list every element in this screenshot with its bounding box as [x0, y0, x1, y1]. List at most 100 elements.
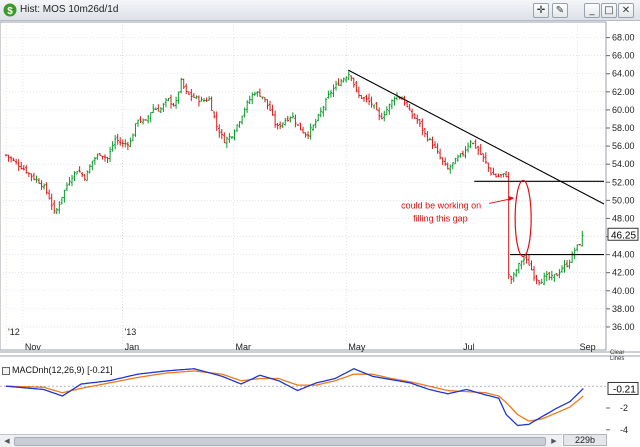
ohlc-bar — [195, 95, 198, 100]
ohlc-bar — [461, 150, 465, 157]
ohlc-bar — [487, 162, 490, 173]
ohlc-bar — [253, 91, 256, 96]
window-title: Hist: MOS 10m26d/1d — [20, 4, 119, 15]
scroll-thumb[interactable] — [14, 437, 546, 446]
ohlc-bar — [306, 131, 310, 140]
ohlc-bar — [30, 173, 33, 182]
ohlc-bar — [268, 100, 272, 111]
ohlc-bar — [479, 143, 482, 155]
ohlc-bar — [291, 112, 295, 119]
ohlc-bar — [215, 111, 218, 132]
horizontal-scrollbar[interactable]: ◀ ▶ — [0, 434, 562, 447]
scroll-right-icon[interactable]: ▶ — [551, 437, 557, 445]
ohlc-bar — [182, 78, 185, 89]
ohlc-bar — [58, 201, 61, 214]
ohlc-bar — [446, 162, 449, 170]
ohlc-bar — [235, 124, 239, 132]
ohlc-bar — [86, 170, 89, 182]
ohlc-bar — [68, 176, 71, 186]
ohlc-bar — [83, 174, 86, 181]
minimize-button[interactable]: _ — [584, 3, 600, 18]
ohlc-bar — [530, 260, 533, 271]
ohlc-bar — [284, 118, 287, 126]
ohlc-bar — [535, 274, 538, 285]
ohlc-bar — [532, 265, 536, 281]
ohlc-bar — [144, 119, 147, 121]
title-bar[interactable]: $ Hist: MOS 10m26d/1d ✛ ✎ _ □ ✕ — [0, 0, 640, 21]
time-axis: '12 Nov '13 Jan Mar May Jul Sep — [8, 327, 596, 352]
ohlc-bar — [50, 193, 53, 210]
macd-legend-value: [-0.21] — [87, 365, 113, 375]
ohlc-bar — [431, 136, 434, 149]
price-tick-label: 62.00 — [612, 87, 635, 97]
price-tick-label: 54.00 — [612, 159, 635, 169]
ohlc-bar — [25, 165, 28, 174]
ohlc-bar — [91, 160, 94, 171]
ohlc-bar — [311, 124, 315, 132]
ohlc-bar — [494, 173, 498, 178]
ohlc-bar — [413, 113, 416, 120]
dollar-sign-icon: $ — [3, 3, 17, 17]
macd-legend[interactable]: MACDnh(12,26,9) [-0.21] — [2, 365, 113, 375]
ohlc-bar — [520, 260, 523, 270]
ohlc-bar — [169, 94, 173, 109]
ohlc-bar — [119, 137, 122, 146]
ohlc-bar — [360, 94, 363, 100]
ohlc-bar — [113, 135, 117, 150]
ohlc-bar — [251, 92, 254, 105]
ohlc-bar — [499, 174, 503, 178]
ohlc-bar — [174, 96, 178, 109]
ohlc-bar — [37, 178, 41, 184]
ohlc-bar — [225, 136, 229, 148]
ohlc-bar — [47, 189, 51, 200]
clear-lines-label[interactable]: Clear Lines — [610, 350, 625, 362]
paint-brush-button[interactable]: ✎ — [552, 3, 568, 18]
ohlc-bar — [294, 114, 297, 128]
ohlc-bar — [497, 173, 500, 178]
ohlc-bar — [187, 91, 190, 95]
annotation-line2: filling this gap — [413, 213, 468, 223]
ohlc-bar — [281, 122, 284, 128]
ohlc-bar — [492, 167, 495, 176]
ohlc-bar — [185, 83, 188, 95]
ohlc-bar — [14, 158, 18, 165]
ohlc-bar — [296, 124, 300, 126]
close-button[interactable]: ✕ — [618, 3, 634, 18]
ohlc-bar — [124, 139, 127, 148]
ohlc-bar — [301, 126, 305, 134]
ohlc-bar — [101, 155, 104, 160]
ohlc-bar — [314, 118, 317, 129]
ohlc-bar — [350, 75, 353, 82]
ohlc-bar — [60, 196, 64, 205]
ohlc-bar — [405, 101, 409, 108]
scroll-left-icon[interactable]: ◀ — [4, 437, 10, 445]
time-tick-label: Jan — [125, 342, 140, 352]
ohlc-bar — [466, 142, 470, 153]
annotation-arrowhead — [508, 195, 515, 201]
maximize-icon: □ — [604, 5, 614, 16]
ohlc-bar — [149, 112, 152, 123]
ohlc-bar — [357, 86, 361, 99]
ohlc-bar — [35, 175, 38, 183]
ohlc-bar — [324, 97, 328, 111]
ohlc-bar — [410, 108, 414, 119]
ohlc-bar — [20, 161, 23, 170]
crosshair-button[interactable]: ✛ — [533, 3, 549, 18]
ohlc-bar — [322, 105, 325, 117]
ohlc-bar — [393, 96, 396, 106]
price-tick-label: 48.00 — [612, 213, 635, 223]
ohlc-bar — [27, 172, 31, 178]
maximize-button[interactable]: □ — [601, 3, 617, 18]
ohlc-bar — [408, 104, 411, 111]
ohlc-bar — [7, 154, 10, 162]
ohlc-bar — [230, 136, 234, 139]
ohlc-bar — [570, 251, 574, 263]
price-tick-label: 44.00 — [612, 250, 635, 260]
ohlc-bar — [121, 139, 124, 148]
last-price-label: 46.25 — [611, 230, 636, 241]
time-grid — [5, 22, 578, 346]
ohlc-bar — [339, 78, 343, 87]
ohlc-bar — [474, 139, 477, 149]
price-tick-label: 40.00 — [612, 286, 635, 296]
